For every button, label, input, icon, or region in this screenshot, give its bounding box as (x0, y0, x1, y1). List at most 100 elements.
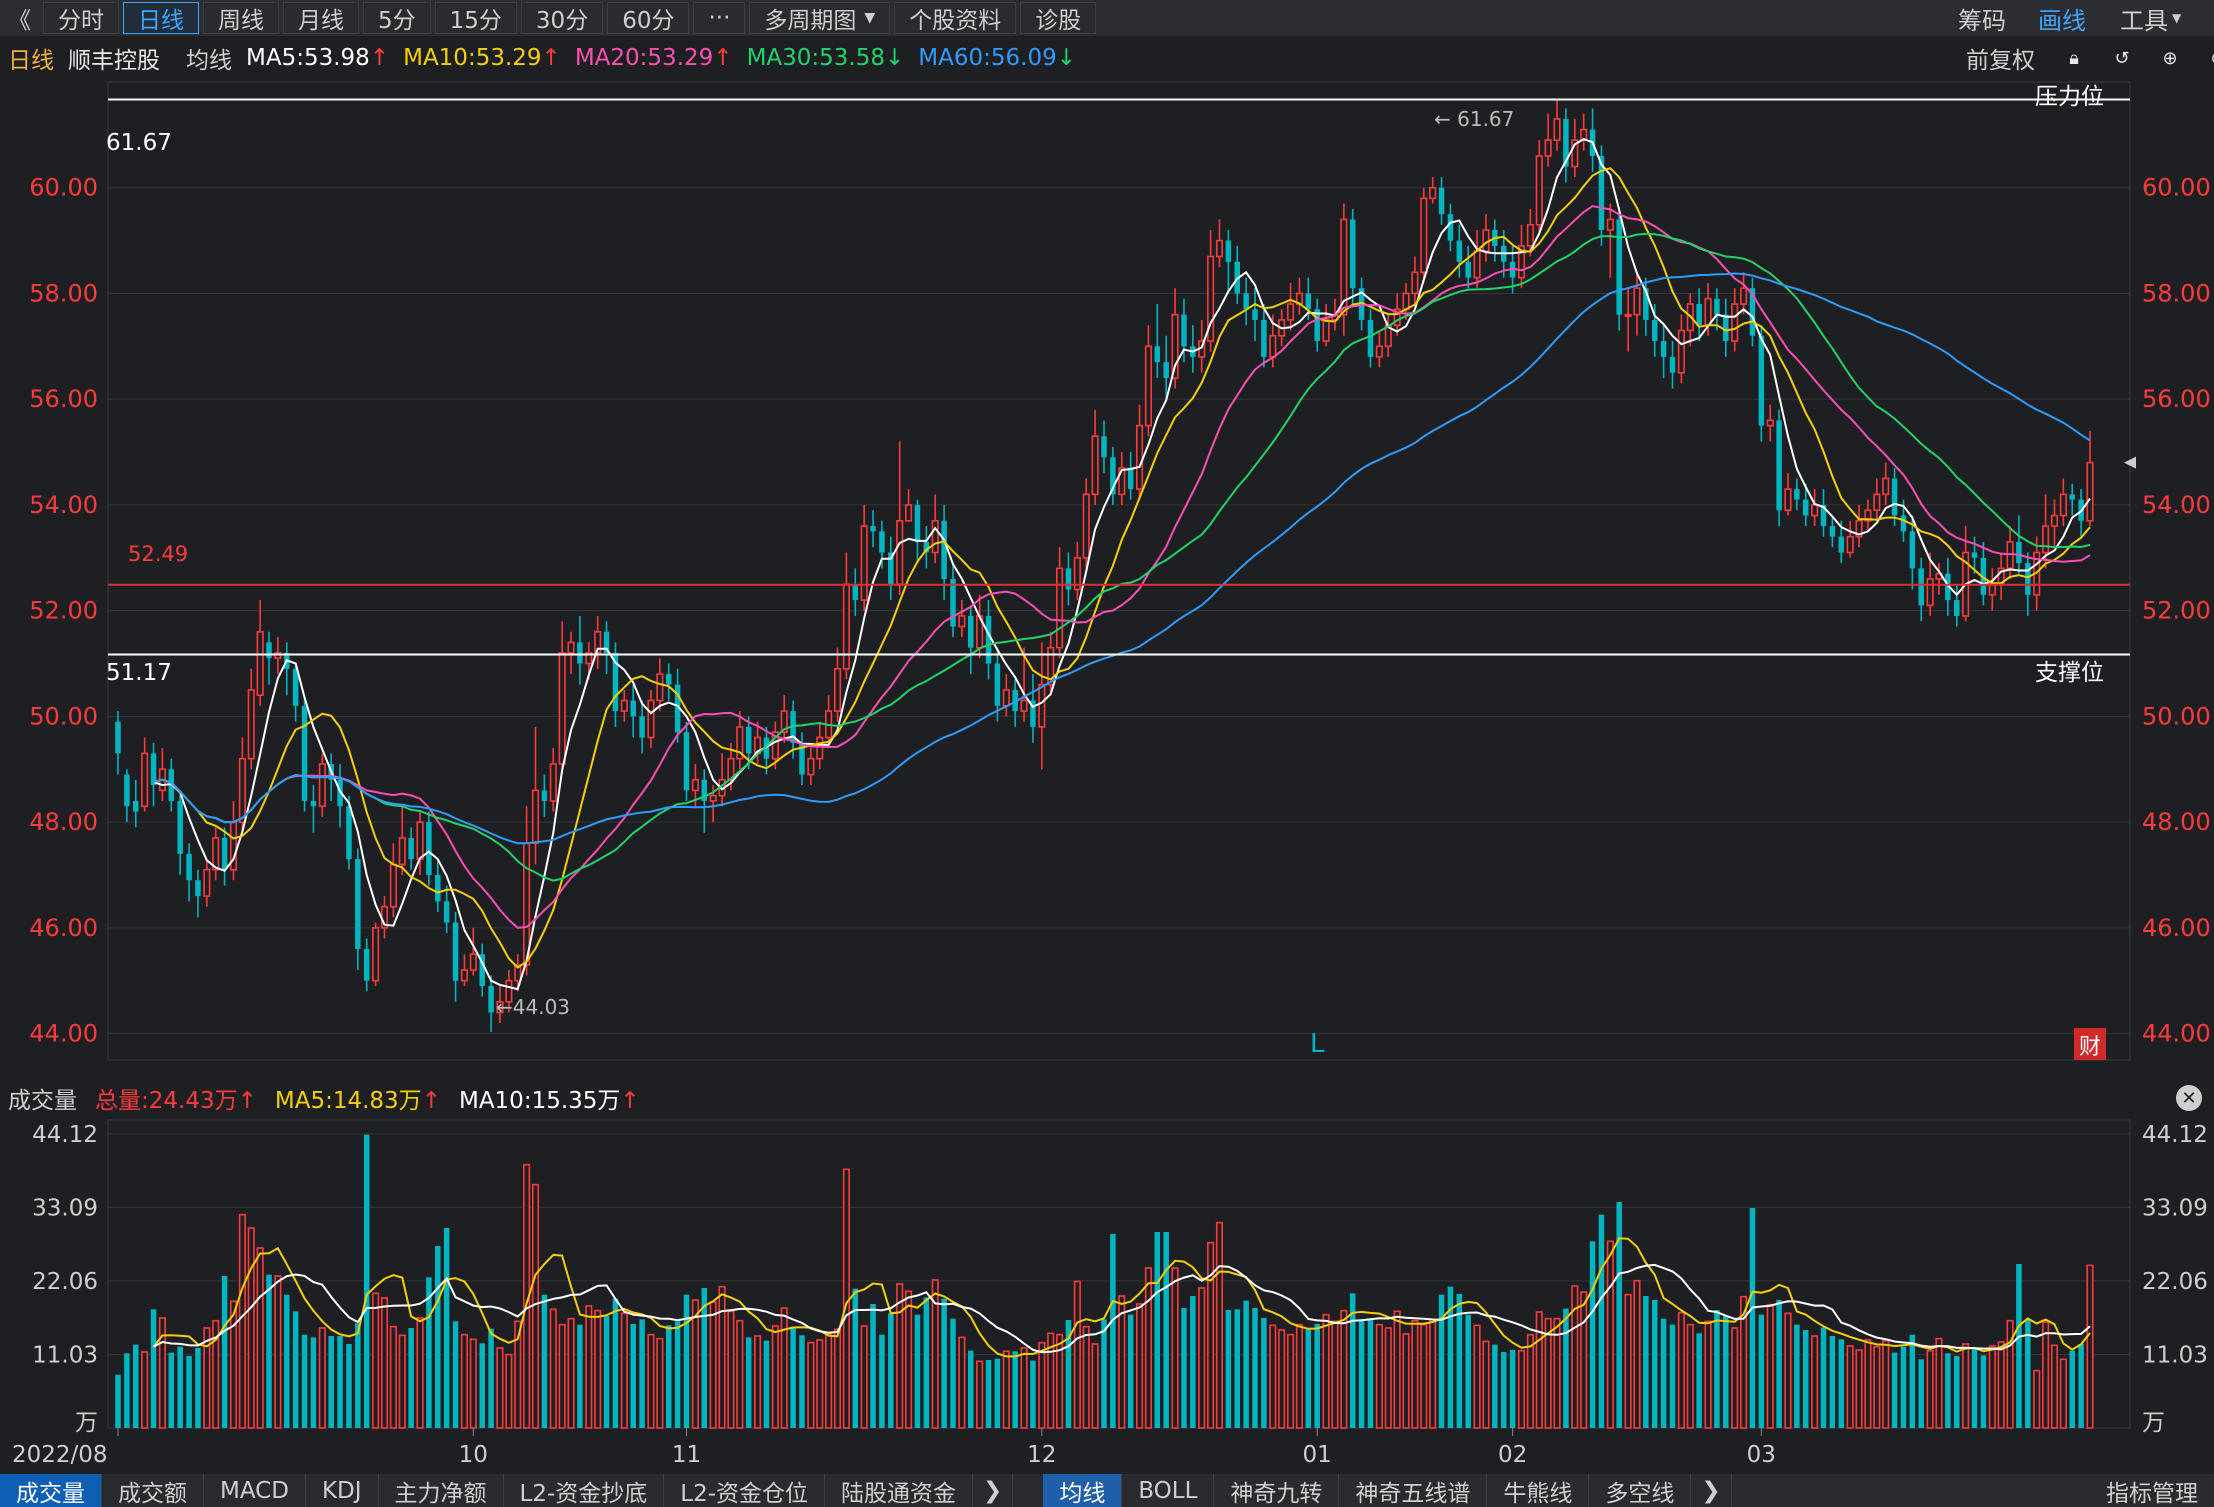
volume-bar-up (754, 1335, 762, 1429)
tab-15min[interactable]: 15分 (434, 2, 517, 34)
multi-period-dropdown[interactable]: 多周期图 ▼ (749, 2, 891, 34)
candle-body-down (630, 700, 636, 717)
candle-body-down (985, 615, 992, 664)
candle-body-down (1030, 700, 1036, 727)
volume-bar-up (567, 1317, 575, 1429)
volume-bar-up (1393, 1310, 1401, 1429)
volume-bar-up (514, 1320, 522, 1429)
period-label: 日线 (8, 48, 54, 74)
volume-bar-down (1234, 1309, 1240, 1428)
volume-bar-down (701, 1288, 708, 1428)
line-low-label: 51.17 (106, 660, 172, 686)
chevron-right-icon[interactable]: ❯ (1691, 1474, 1732, 1507)
chevron-right-icon[interactable]: ❯ (973, 1474, 1014, 1507)
tab-macd[interactable]: MACD (204, 1474, 306, 1507)
tab-monthly[interactable]: 月线 (283, 2, 359, 34)
volume-bar-up (1215, 1221, 1224, 1429)
volume-bar-down (790, 1326, 796, 1428)
volume-bar-down (2069, 1350, 2075, 1428)
volume-bar-up (1882, 1339, 1890, 1429)
volume-bar-up (1278, 1329, 1286, 1429)
candle-body-up (931, 519, 939, 554)
chart-controls: 🔒︎ ↺ ⊕ ⊖ (2052, 46, 2214, 70)
tab-bull-bear[interactable]: 牛熊线 (1487, 1474, 1590, 1507)
chips-button[interactable]: 筹码 (1958, 6, 2006, 35)
tab-volume[interactable]: 成交量 (0, 1474, 102, 1507)
tab-northbound[interactable]: 陆股通资金 (825, 1474, 974, 1507)
volume-bar-down (1030, 1360, 1036, 1428)
candle-body-down (968, 615, 974, 648)
volume-bar-down (1643, 1296, 1649, 1428)
tab-30min[interactable]: 30分 (520, 2, 604, 34)
candle-body-down (1794, 489, 1800, 500)
volume-bar-down (355, 1323, 361, 1428)
tab-long-short[interactable]: 多空线 (1589, 1474, 1692, 1507)
adjust-mode[interactable]: 前复权 (1966, 48, 2035, 74)
tab-l2-bottom[interactable]: L2-资金抄底 (504, 1474, 665, 1507)
tab-5min[interactable]: 5分 (363, 2, 431, 34)
candle-body-up (1633, 287, 1641, 316)
tab-five-line[interactable]: 神奇五线谱 (1339, 1474, 1488, 1507)
candle-body-up (620, 699, 628, 712)
volume-bar-up (238, 1213, 246, 1429)
volume-bar-down (221, 1276, 228, 1428)
toolbar: 《 分时 日线 周线 月线 5分 15分 30分 60分 ··· 多周期图 ▼ … (0, 0, 2214, 36)
more-button[interactable]: ··· (693, 2, 746, 34)
volume-bar-down (1101, 1319, 1107, 1428)
tab-intraday[interactable]: 分时 (43, 2, 119, 34)
indicator-manage-button[interactable]: 指标管理 (2106, 1480, 2198, 1507)
tab-main-net[interactable]: 主力净额 (379, 1474, 504, 1507)
diagnose-button[interactable]: 诊股 (1020, 2, 1097, 34)
candle-body-down (1802, 499, 1809, 516)
finance-badge[interactable] (2074, 1028, 2106, 1060)
close-icon[interactable]: ✕ (2176, 1085, 2202, 1111)
candle-body-up (460, 969, 468, 982)
volume-bar-up (1855, 1349, 1863, 1429)
candle-body-up (558, 652, 566, 765)
volume-bar-down (1802, 1330, 1809, 1428)
zoom-out-icon[interactable]: ⊖ (2206, 46, 2214, 70)
zoom-in-icon[interactable]: ⊕ (2162, 47, 2178, 69)
tab-kdj[interactable]: KDJ (306, 1474, 379, 1507)
candle-body-up (1473, 250, 1481, 279)
candle-body-down (479, 954, 485, 986)
volume-bar-up (1988, 1345, 1996, 1429)
tab-ma[interactable]: 均线 (1043, 1474, 1123, 1507)
volume-bar-down (1367, 1320, 1374, 1428)
stock-info-button[interactable]: 个股资料 (894, 2, 1017, 34)
lock-icon[interactable]: 🔒︎ (2069, 47, 2079, 69)
line-high-label: 61.67 (106, 130, 172, 156)
tools-button[interactable]: 工具 ▼ (2120, 0, 2181, 36)
tab-weekly[interactable]: 周线 (203, 2, 279, 34)
tab-daily[interactable]: 日线 (123, 2, 199, 34)
volume-ma5: MA5:14.83万↑ (274, 1088, 441, 1114)
volume-bar-up (1935, 1337, 1943, 1429)
candle-body-down (443, 901, 450, 923)
volume-bar-up (816, 1339, 824, 1429)
tab-60min[interactable]: 60分 (607, 2, 690, 34)
volume-bar-down (301, 1334, 308, 1428)
volume-tick-right: 44.12 (2142, 1122, 2208, 1148)
candle-body-down (1465, 261, 1471, 278)
volume-bar-up (2059, 1358, 2067, 1429)
volume-bar-up (1553, 1317, 1561, 1429)
draw-button[interactable]: 画线 (2038, 6, 2086, 35)
volume-bar-up (496, 1347, 504, 1429)
candle-body-down (177, 800, 183, 854)
volume-bar-down (994, 1358, 1001, 1428)
back-button[interactable]: 《 (0, 2, 39, 34)
candle-body-up (389, 863, 397, 908)
volume-bar-down (870, 1304, 876, 1428)
volume-bar-up (558, 1323, 566, 1429)
l-marker: L (1310, 1029, 1325, 1059)
tab-nine-turn[interactable]: 神奇九转 (1214, 1474, 1340, 1507)
tab-l2-position[interactable]: L2-资金仓位 (664, 1474, 826, 1507)
candle-body-down (150, 753, 157, 786)
undo-icon[interactable]: ↺ (2114, 47, 2130, 69)
candle-body-down (221, 837, 228, 870)
tab-boll[interactable]: BOLL (1122, 1474, 1215, 1507)
finance-badge-label: 财 (2079, 1035, 2101, 1060)
tab-turnover[interactable]: 成交额 (102, 1474, 204, 1507)
volume-bar-up (1526, 1333, 1534, 1429)
